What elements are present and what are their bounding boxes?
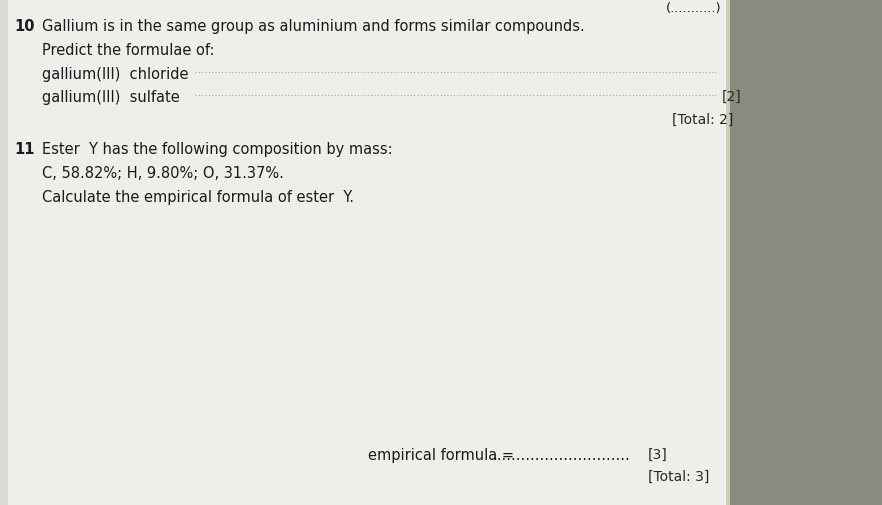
Text: [Total: 3]: [Total: 3] xyxy=(648,469,709,483)
Text: empirical formula =: empirical formula = xyxy=(368,447,519,462)
Bar xyxy=(8,0,728,505)
Text: gallium(III)  chloride: gallium(III) chloride xyxy=(42,67,189,82)
Text: Calculate the empirical formula of ester  Y.: Calculate the empirical formula of ester… xyxy=(42,189,354,205)
Bar xyxy=(728,0,882,505)
Text: [Total: 2]: [Total: 2] xyxy=(672,113,733,127)
Text: .............................: ............................. xyxy=(492,447,630,462)
Text: Predict the formulae of:: Predict the formulae of: xyxy=(42,43,214,58)
Text: (...........): (...........) xyxy=(666,2,721,15)
Text: Ester  Y has the following composition by mass:: Ester Y has the following composition by… xyxy=(42,142,392,157)
Bar xyxy=(726,0,730,505)
Text: [3]: [3] xyxy=(648,447,668,461)
Text: [2]: [2] xyxy=(722,90,742,104)
Text: Gallium is in the same group as aluminium and forms similar compounds.: Gallium is in the same group as aluminiu… xyxy=(42,19,585,34)
Text: gallium(III)  sulfate: gallium(III) sulfate xyxy=(42,90,180,105)
Text: 10: 10 xyxy=(14,19,34,34)
Text: 11: 11 xyxy=(14,142,34,157)
Text: C, 58.82%; H, 9.80%; O, 31.37%.: C, 58.82%; H, 9.80%; O, 31.37%. xyxy=(42,166,284,181)
